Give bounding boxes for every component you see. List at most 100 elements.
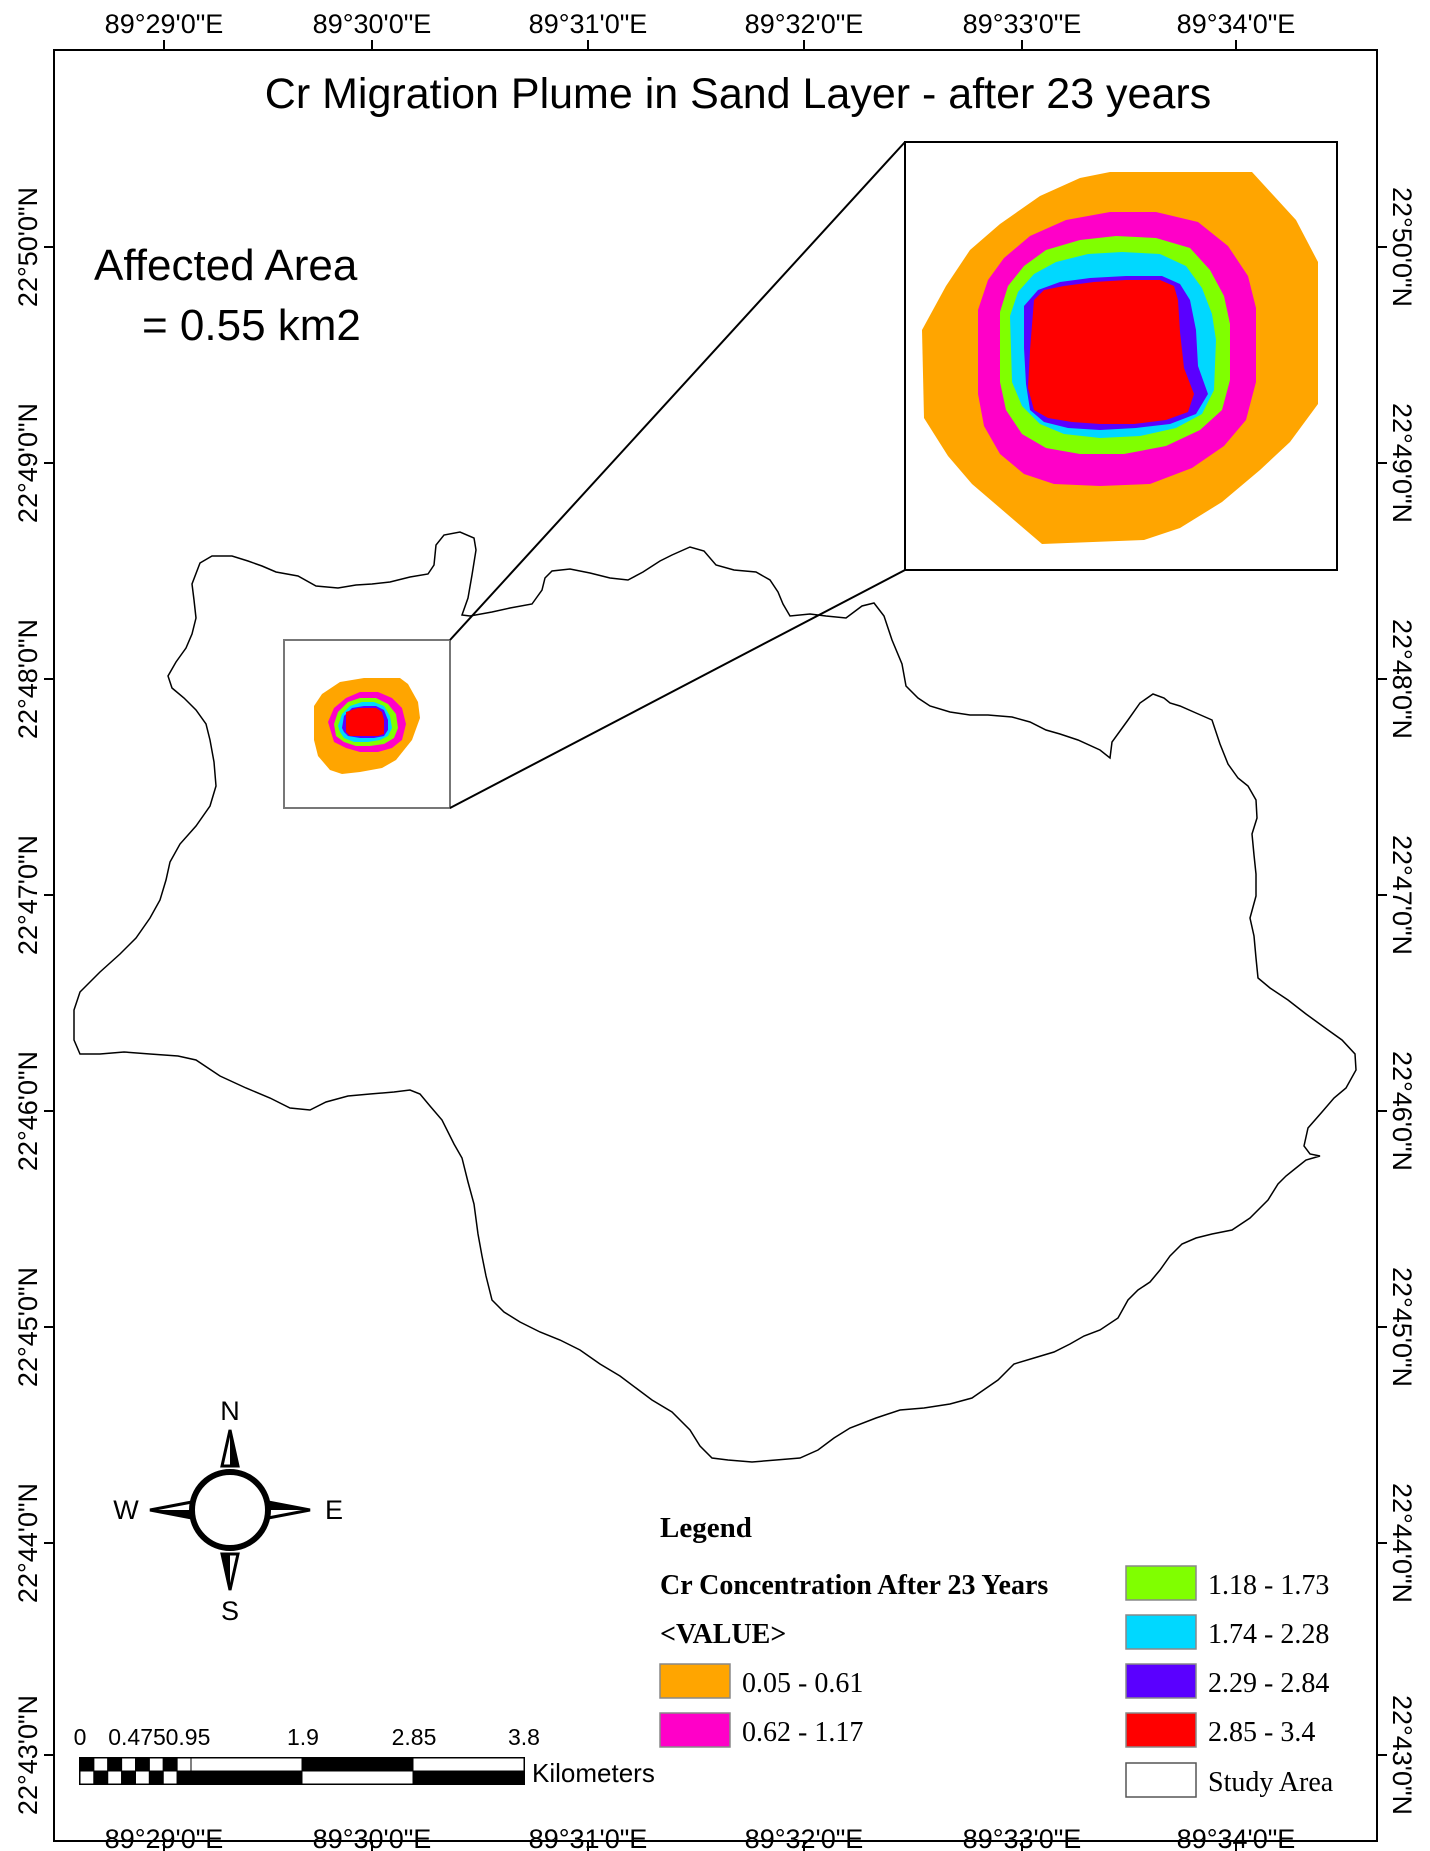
scale-bar-segment xyxy=(176,1770,192,1785)
legend: Legend Cr Concentration After 23 Years <… xyxy=(659,1512,1334,1798)
legend-label-class-4: 1.74 - 2.28 xyxy=(1208,1619,1329,1650)
scale-bar-segment xyxy=(190,1757,303,1772)
scale-bar-segment xyxy=(190,1770,303,1785)
scale-bar-segment xyxy=(121,1757,136,1772)
scale-bar-segment xyxy=(162,1770,178,1785)
legend-label-class-1: 0.05 - 0.61 xyxy=(742,1668,863,1699)
inset-connector-top xyxy=(449,141,906,641)
lon-label-top-2: 89°30'0"E xyxy=(313,9,432,39)
lat-label-left-7: 22°44'0"N xyxy=(13,1483,43,1603)
map-frame xyxy=(53,49,1378,1842)
legend-label-class-6: 2.85 - 3.4 xyxy=(1208,1717,1315,1748)
legend-label-class-5: 2.29 - 2.84 xyxy=(1208,1668,1329,1699)
lat-label-left-8: 22°43'0"N xyxy=(13,1695,43,1815)
lat-label-right-5: 22°46'0"N xyxy=(1387,1051,1417,1171)
north-arrow-w-fill xyxy=(150,1510,192,1518)
longitude-labels-bottom: 89°29'0"E 89°30'0"E 89°31'0"E 89°32'0"E … xyxy=(105,1824,1296,1851)
lat-label-right-7: 22°44'0"N xyxy=(1387,1483,1417,1603)
longitude-labels-top: 89°29'0"E 89°30'0"E 89°31'0"E 89°32'0"E … xyxy=(105,9,1296,39)
scale-bar-segment xyxy=(79,1770,95,1785)
legend-layer-name: Cr Concentration After 23 Years xyxy=(660,1570,1048,1601)
scale-bar-segment xyxy=(412,1757,525,1772)
scale-tick-5: 3.8 xyxy=(508,1724,540,1750)
scale-bar-segment xyxy=(176,1757,192,1772)
scale-bar-segment xyxy=(412,1770,525,1785)
scale-unit: Kilometers xyxy=(532,1758,655,1788)
scale-bar-segment xyxy=(301,1770,414,1785)
lon-label-bottom-6: 89°34'0"E xyxy=(1177,1824,1296,1851)
affected-area-value: = 0.55 km2 xyxy=(142,301,361,350)
scale-bar-segment xyxy=(93,1770,109,1785)
scale-bar: 0 0.475 0.95 1.9 2.85 3.8 Kilometers xyxy=(74,1724,655,1788)
legend-swatch-class-2 xyxy=(659,1712,731,1748)
scale-bar-segment xyxy=(301,1757,414,1772)
legend-swatch-class-5 xyxy=(1125,1663,1197,1699)
lat-label-right-4: 22°47'0"N xyxy=(1387,835,1417,955)
scale-bar-segment xyxy=(148,1770,164,1785)
legend-label-study-area: Study Area xyxy=(1208,1767,1334,1798)
lat-label-left-6: 22°45'0"N xyxy=(13,1267,43,1387)
scale-bar-segment xyxy=(79,1757,95,1772)
scale-bar-segment xyxy=(107,1770,123,1785)
scale-tick-4: 2.85 xyxy=(392,1724,437,1750)
latitude-labels-right: 22°50'0"N 22°49'0"N 22°48'0"N 22°47'0"N … xyxy=(1387,187,1417,1815)
lat-label-right-3: 22°48'0"N xyxy=(1387,619,1417,739)
scale-bar-segment xyxy=(93,1757,109,1772)
latitude-labels-left: 22°50'0"N 22°49'0"N 22°48'0"N 22°47'0"N … xyxy=(13,187,43,1815)
north-arrow-e-fill xyxy=(268,1502,310,1510)
lon-label-bottom-5: 89°33'0"E xyxy=(963,1824,1082,1851)
lon-label-top-5: 89°33'0"E xyxy=(963,9,1082,39)
lat-label-left-4: 22°47'0"N xyxy=(13,835,43,955)
scale-tick-0: 0 xyxy=(74,1724,87,1750)
scale-bar-segment xyxy=(135,1770,150,1785)
map-title: Cr Migration Plume in Sand Layer - after… xyxy=(265,70,1211,118)
north-arrow: N S W E xyxy=(113,1396,343,1626)
lon-label-top-6: 89°34'0"E xyxy=(1177,9,1296,39)
legend-label-class-2: 0.62 - 1.17 xyxy=(742,1717,863,1748)
plume-inset-class-6 xyxy=(1028,280,1194,424)
lat-label-right-8: 22°43'0"N xyxy=(1387,1695,1417,1815)
lon-label-top-3: 89°31'0"E xyxy=(529,9,648,39)
lon-label-top-1: 89°29'0"E xyxy=(105,9,224,39)
scale-bar-segment xyxy=(148,1757,164,1772)
plume-small xyxy=(314,678,420,774)
lon-label-bottom-1: 89°29'0"E xyxy=(105,1824,224,1851)
lat-label-left-1: 22°50'0"N xyxy=(13,187,43,307)
lon-label-top-4: 89°32'0"E xyxy=(745,9,864,39)
lat-label-left-5: 22°46'0"N xyxy=(13,1051,43,1171)
lat-label-left-3: 22°48'0"N xyxy=(13,619,43,739)
scale-tick-2: 0.95 xyxy=(166,1724,211,1750)
north-arrow-n-fill xyxy=(230,1430,238,1466)
scale-bar-segment xyxy=(107,1757,123,1772)
north-arrow-label-w: W xyxy=(113,1495,139,1525)
scale-tick-3: 1.9 xyxy=(287,1724,319,1750)
legend-swatch-class-1 xyxy=(659,1663,731,1699)
inset-connector-bottom xyxy=(449,569,906,809)
legend-swatch-class-4 xyxy=(1125,1614,1197,1650)
plume-inset xyxy=(922,172,1318,544)
scale-bar-segment xyxy=(135,1757,150,1772)
affected-area-label: Affected Area xyxy=(94,241,358,290)
north-arrow-label-n: N xyxy=(220,1396,240,1426)
north-arrow-ring xyxy=(189,1469,271,1551)
lon-label-bottom-4: 89°32'0"E xyxy=(745,1824,864,1851)
lon-label-bottom-2: 89°30'0"E xyxy=(313,1824,432,1851)
scale-bar-segment xyxy=(121,1770,136,1785)
legend-swatch-study-area xyxy=(1125,1762,1197,1798)
lat-label-right-2: 22°49'0"N xyxy=(1387,403,1417,523)
graticule-ticks xyxy=(44,40,1387,1851)
plume-small-class-6 xyxy=(346,708,384,736)
north-arrow-label-e: E xyxy=(325,1495,343,1525)
legend-swatch-class-6 xyxy=(1125,1712,1197,1748)
lat-label-right-6: 22°45'0"N xyxy=(1387,1267,1417,1387)
legend-swatch-class-3 xyxy=(1125,1565,1197,1601)
legend-heading: Legend xyxy=(660,1512,752,1544)
lon-label-bottom-3: 89°31'0"E xyxy=(529,1824,648,1851)
study-area-boundary xyxy=(73,531,1357,1463)
scale-bar-segment xyxy=(162,1757,178,1772)
scale-tick-1: 0.475 xyxy=(108,1724,166,1750)
north-arrow-s-fill xyxy=(222,1554,230,1590)
lat-label-right-1: 22°50'0"N xyxy=(1387,187,1417,307)
legend-field: <VALUE> xyxy=(660,1619,786,1650)
